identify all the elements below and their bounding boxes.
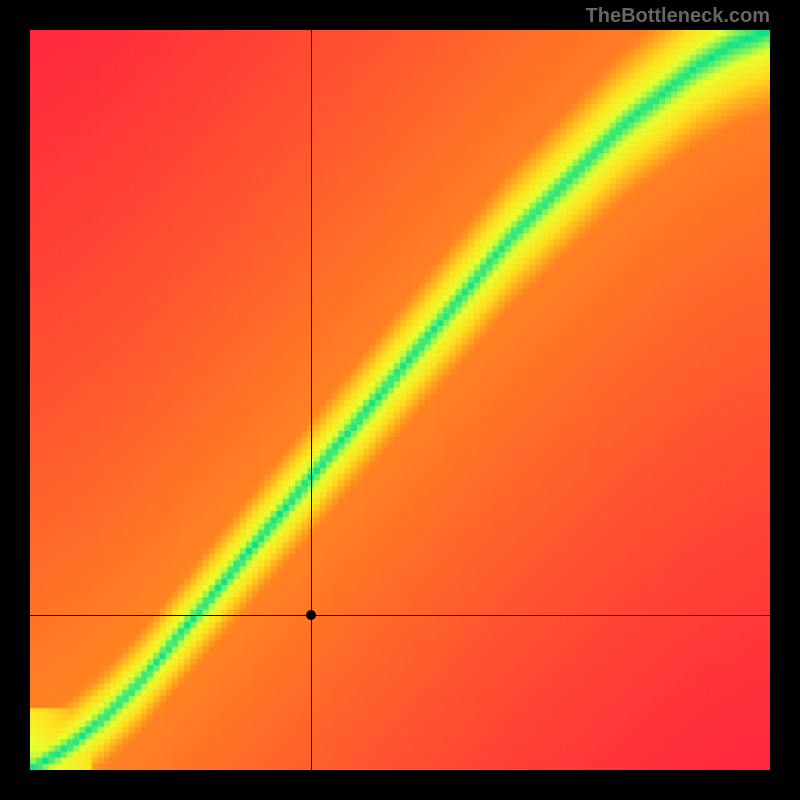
heatmap-canvas xyxy=(30,30,770,770)
heatmap-plot xyxy=(30,30,770,770)
crosshair-horizontal xyxy=(30,615,770,616)
crosshair-marker xyxy=(306,610,316,620)
watermark-text: TheBottleneck.com xyxy=(586,5,770,28)
crosshair-vertical xyxy=(311,30,312,770)
